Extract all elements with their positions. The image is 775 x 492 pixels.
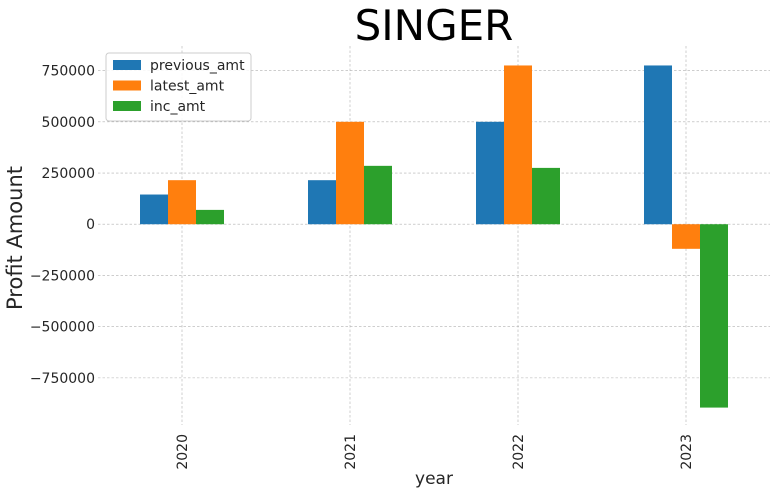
x-axis-ticks: 2020 2021 2022 2023 bbox=[175, 434, 695, 470]
bar-inc_amt-2020 bbox=[196, 209, 224, 225]
y-tick-label: −250000 bbox=[30, 268, 95, 284]
bar-inc_amt-2023 bbox=[700, 224, 728, 408]
x-tick-label: 2023 bbox=[679, 434, 695, 470]
bar-previous_amt-2023 bbox=[644, 65, 672, 225]
legend-label: previous_amt bbox=[150, 58, 245, 74]
y-axis-title: Profit Amount bbox=[3, 166, 27, 310]
legend-swatch-inc_amt bbox=[113, 101, 141, 111]
legend-swatch-previous_amt bbox=[113, 60, 141, 70]
bar-latest_amt-2021 bbox=[336, 121, 364, 225]
y-tick-label: 750000 bbox=[42, 64, 95, 80]
bar-latest_amt-2022 bbox=[504, 65, 532, 225]
y-tick-label: −500000 bbox=[30, 320, 95, 336]
legend: previous_amt latest_amt inc_amt bbox=[105, 52, 252, 122]
legend-label: inc_amt bbox=[150, 99, 206, 115]
y-axis-ticks: −750000 −500000 −250000 0 250000 500000 750000 bbox=[30, 64, 95, 387]
x-tick-label: 2020 bbox=[175, 434, 191, 470]
x-axis-title: year bbox=[415, 469, 453, 489]
x-tick-label: 2022 bbox=[511, 434, 527, 470]
bar-inc_amt-2021 bbox=[364, 165, 392, 225]
bars bbox=[140, 65, 728, 408]
y-tick-label: 250000 bbox=[42, 166, 95, 182]
bar-previous_amt-2021 bbox=[308, 180, 336, 225]
legend-box bbox=[105, 52, 252, 122]
bar-previous_amt-2020 bbox=[140, 194, 168, 225]
x-tick-label: 2021 bbox=[343, 434, 359, 470]
bar-inc_amt-2022 bbox=[532, 167, 560, 225]
bar-previous_amt-2022 bbox=[476, 121, 504, 225]
legend-label: latest_amt bbox=[150, 79, 225, 95]
bar-latest_amt-2023 bbox=[672, 224, 700, 249]
chart-title: SINGER bbox=[355, 1, 514, 50]
y-tick-label: −750000 bbox=[30, 371, 95, 387]
y-tick-label: 0 bbox=[86, 217, 95, 233]
y-tick-label: 500000 bbox=[42, 115, 95, 131]
legend-swatch-latest_amt bbox=[113, 80, 141, 91]
bar-latest_amt-2020 bbox=[168, 180, 196, 225]
